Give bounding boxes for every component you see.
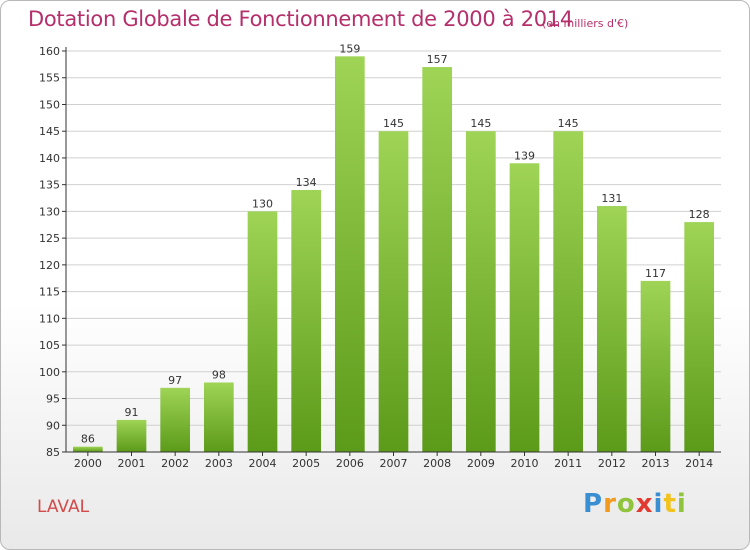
bar [509,163,540,452]
y-tick-label: 105 [39,339,60,352]
y-tick-label: 145 [39,125,60,138]
data-label: 131 [601,192,622,205]
commune-name: LAVAL [37,497,90,517]
bar [684,222,715,452]
bar [160,387,191,452]
logo-letter: t [663,489,677,519]
proxiti-logo: Proxiti [583,489,687,519]
x-tick-label: 2004 [249,457,277,470]
bar [553,131,584,452]
y-tick-label: 120 [39,259,60,272]
y-tick-label: 155 [39,72,60,85]
y-tick-label: 100 [39,366,60,379]
logo-letter: o [616,489,636,519]
y-tick-label: 140 [39,152,60,165]
logo-letter: i [676,489,687,519]
bar [116,419,147,452]
x-tick-label: 2000 [74,457,102,470]
data-label: 128 [689,208,710,221]
x-tick-label: 2001 [118,457,146,470]
chart-subtitle: (en milliers d'€) [542,17,629,30]
y-tick-label: 95 [46,393,60,406]
logo-letter: i [653,489,664,519]
x-tick-label: 2011 [554,457,582,470]
data-label: 157 [427,53,448,66]
data-label: 86 [81,433,95,446]
data-label: 139 [514,149,535,162]
bar [640,280,671,452]
bars [72,56,715,452]
y-tick-label: 110 [39,312,60,325]
bar [422,67,453,452]
bar [334,56,365,452]
chart-title: Dotation Globale de Fonctionnement de 20… [28,7,573,31]
y-tick-label: 90 [46,419,60,432]
logo-letter: P [583,489,604,519]
y-tick-label: 160 [39,45,60,58]
x-tick-label: 2007 [380,457,408,470]
data-label: 117 [645,267,666,280]
bar [72,446,103,452]
x-tick-label: 2014 [685,457,713,470]
x-tick-label: 2013 [642,457,670,470]
y-tick-label: 115 [39,286,60,299]
x-tick-label: 2006 [336,457,364,470]
y-tick-label: 135 [39,179,60,192]
x-tick-label: 2002 [161,457,189,470]
logo-letter: x [635,489,654,519]
bar [247,211,278,452]
y-tick-label: 85 [46,446,60,459]
x-tick-label: 2008 [423,457,451,470]
x-tick-label: 2003 [205,457,233,470]
x-tick-label: 2012 [598,457,626,470]
data-label: 145 [470,117,491,130]
bar [291,190,322,452]
bar [378,131,409,452]
data-label: 130 [252,197,273,210]
labels: 85 90 95 100 105 110 115 120 125 130 135 140 145 150 1… [39,42,713,470]
data-label: 97 [168,374,182,387]
bar [465,131,496,452]
data-label: 98 [212,368,226,381]
data-label: 145 [558,117,579,130]
data-label: 134 [296,176,317,189]
data-label: 159 [339,42,360,55]
x-tick-label: 2010 [511,457,539,470]
x-tick-label: 2005 [292,457,320,470]
logo-letter: r [603,489,617,519]
axes [62,47,721,456]
y-tick-label: 125 [39,232,60,245]
y-tick-label: 130 [39,205,60,218]
bar [596,206,627,452]
data-label: 91 [125,406,139,419]
bar [203,382,234,452]
y-tick-label: 150 [39,98,60,111]
x-tick-label: 2009 [467,457,495,470]
data-label: 145 [383,117,404,130]
